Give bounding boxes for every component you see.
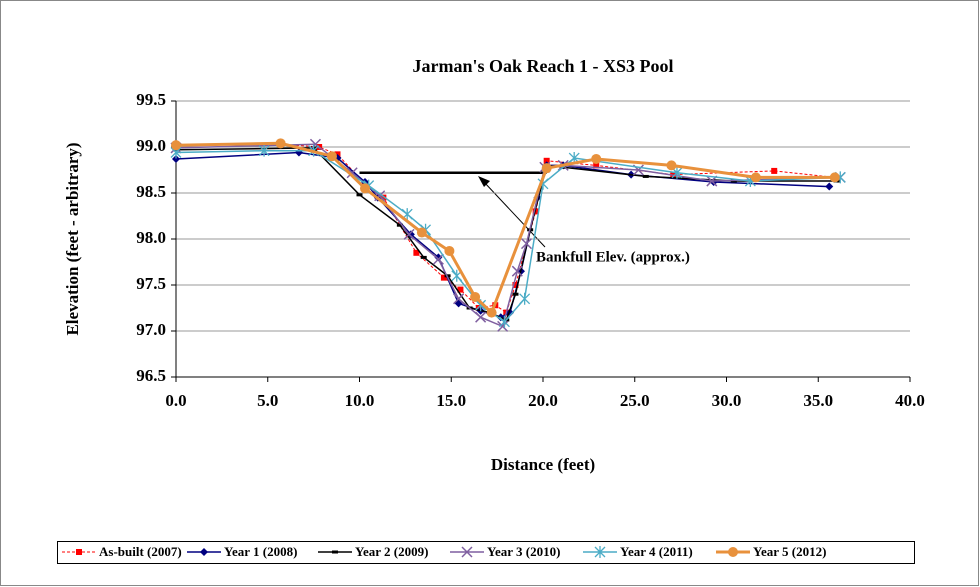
legend-item: Year 1 (2008) [187, 544, 297, 559]
marker [543, 157, 550, 164]
y-tick-label: 99.0 [136, 136, 166, 155]
x-tick-label: 25.0 [620, 391, 650, 410]
marker [332, 550, 338, 554]
legend-box [57, 541, 915, 564]
marker [520, 238, 533, 250]
legend-label: Year 3 (2010) [487, 544, 560, 559]
marker [470, 291, 481, 302]
y-tick-label: 96.5 [136, 366, 166, 385]
legend-label: Year 1 (2008) [224, 544, 297, 559]
x-axis-label: Distance (feet) [491, 455, 595, 474]
marker [541, 163, 552, 174]
marker [519, 292, 531, 305]
marker [642, 174, 649, 178]
marker [432, 253, 444, 265]
y-tick-label: 99.5 [136, 90, 166, 109]
x-tick-label: 35.0 [803, 391, 833, 410]
chart-title: Jarman's Oak Reach 1 - XS3 Pool [413, 56, 674, 76]
legend-item: As-built (2007) [62, 544, 182, 559]
marker [172, 154, 180, 163]
x-tick-label: 30.0 [712, 391, 742, 410]
legend-label: Year 5 (2012) [753, 544, 826, 559]
marker [403, 228, 415, 240]
x-tick-label: 5.0 [257, 391, 278, 410]
marker [200, 548, 208, 556]
legend-label: Year 4 (2011) [620, 544, 693, 559]
marker [666, 160, 677, 171]
marker [750, 172, 761, 183]
marker [453, 293, 465, 305]
marker [512, 282, 519, 288]
marker [771, 167, 778, 174]
marker [76, 549, 82, 555]
marker [486, 307, 497, 318]
marker [511, 265, 523, 277]
marker [728, 547, 738, 557]
marker [275, 138, 286, 149]
y-tick-label: 98.5 [136, 182, 166, 201]
marker [416, 227, 427, 238]
marker [360, 183, 371, 194]
marker [594, 546, 606, 558]
arrow-head [478, 176, 490, 187]
marker [440, 274, 447, 281]
legend-item: Year 3 (2010) [450, 544, 560, 559]
marker [171, 140, 181, 151]
marker [356, 193, 363, 197]
x-tick-label: 0.0 [165, 391, 186, 410]
marker [309, 138, 321, 150]
legend-item: Year 4 (2011) [583, 544, 693, 559]
legend-label: Year 2 (2009) [355, 544, 428, 559]
x-tick-label: 10.0 [345, 391, 375, 410]
series-line [175, 147, 837, 322]
x-tick-label: 20.0 [528, 391, 558, 410]
marker [258, 144, 270, 157]
marker [829, 172, 840, 183]
marker [326, 151, 337, 162]
marker [475, 311, 487, 323]
marker [444, 245, 455, 256]
marker [593, 162, 600, 169]
marker [499, 315, 510, 328]
marker [413, 249, 420, 256]
marker [461, 546, 473, 558]
marker [380, 194, 387, 201]
marker [396, 223, 403, 227]
marker [434, 253, 443, 262]
y-axis-label: Elevation (feet - arbitrary) [63, 142, 82, 335]
y-tick-label: 97.5 [136, 274, 166, 293]
legend-item: Year 2 (2009) [318, 544, 428, 559]
marker [346, 167, 358, 179]
x-tick-label: 40.0 [895, 391, 925, 410]
annotation: Bankfull Elev. (approx.) [536, 249, 690, 265]
y-tick-label: 98.0 [136, 228, 166, 247]
marker [457, 286, 464, 293]
legend-item: Year 5 (2012) [716, 544, 826, 559]
marker [420, 255, 427, 259]
x-tick-label: 15.0 [436, 391, 466, 410]
legend-label: As-built (2007) [99, 544, 182, 559]
marker [825, 182, 834, 191]
marker [591, 153, 602, 164]
y-tick-label: 97.0 [136, 320, 166, 339]
marker [475, 305, 482, 311]
marker [512, 292, 519, 296]
